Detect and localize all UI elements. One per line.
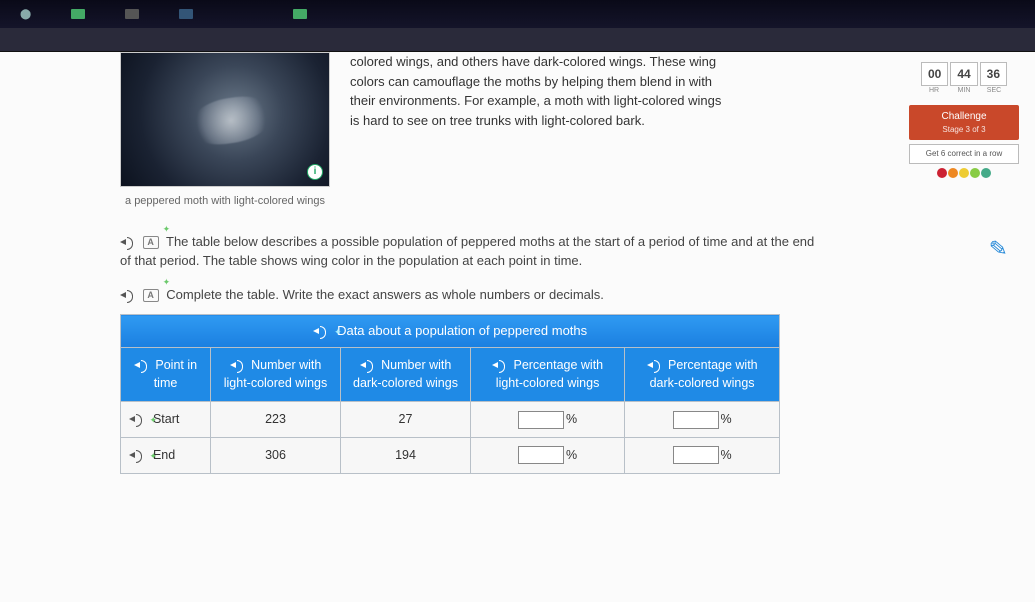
cell-light: 306	[211, 437, 341, 473]
cell-dark: 27	[341, 402, 471, 438]
cell-light: 223	[211, 402, 341, 438]
pencil-icon[interactable]: ✎	[987, 231, 1008, 265]
col-dark-count: Number with dark-colored wings	[341, 347, 471, 402]
timer: 00 44 36	[909, 62, 1019, 86]
audio-icon[interactable]	[360, 359, 375, 372]
cell-light-pct: %	[471, 437, 625, 473]
audio-icon[interactable]	[230, 359, 245, 372]
progress-dots	[909, 168, 1019, 178]
image-info-icon[interactable]: i	[307, 164, 323, 180]
moth-image: i	[120, 52, 330, 187]
instruction-2: A✦ Complete the table. Write the exact a…	[120, 285, 820, 305]
audio-icon[interactable]	[120, 236, 135, 249]
cell-dark-pct: %	[625, 437, 780, 473]
figure-moth: i a peppered moth with light-colored win…	[120, 52, 330, 210]
row-label: ✦ Start	[121, 402, 211, 438]
audio-icon[interactable]	[313, 325, 328, 338]
read-aloud-icon[interactable]: A	[143, 236, 159, 249]
instruction-1: A✦ The table below describes a possible …	[120, 232, 820, 271]
audio-icon[interactable]	[129, 413, 144, 426]
audio-icon[interactable]	[134, 359, 149, 372]
audio-icon[interactable]	[120, 289, 135, 302]
timer-min: 44	[950, 62, 977, 86]
table-title: ✦ Data about a population of peppered mo…	[121, 315, 780, 348]
answer-input[interactable]	[673, 446, 719, 464]
timer-min-label: MIN	[950, 86, 978, 97]
answer-input[interactable]	[518, 446, 564, 464]
col-light-pct: Percentage with light-colored wings	[471, 347, 625, 402]
timer-hr: 00	[921, 62, 948, 86]
os-taskbar: ⬤	[0, 0, 1035, 28]
answer-input[interactable]	[518, 411, 564, 429]
read-aloud-icon[interactable]: A	[143, 289, 159, 302]
challenge-badge: Challenge Stage 3 of 3	[909, 105, 1019, 140]
cell-dark-pct: %	[625, 402, 780, 438]
col-point-in-time: Point in time	[121, 347, 211, 402]
data-table: ✦ Data about a population of peppered mo…	[120, 314, 780, 474]
col-light-count: Number with light-colored wings	[211, 347, 341, 402]
cell-dark: 194	[341, 437, 471, 473]
audio-icon[interactable]	[129, 449, 144, 462]
image-caption: a peppered moth with light-colored wings	[120, 193, 330, 210]
lesson-viewport: i a peppered moth with light-colored win…	[0, 52, 1035, 602]
cell-light-pct: %	[471, 402, 625, 438]
table-row: ✦ End 306 194 % %	[121, 437, 780, 473]
answer-input[interactable]	[673, 411, 719, 429]
audio-icon[interactable]	[647, 359, 662, 372]
streak-goal: Get 6 correct in a row	[909, 144, 1019, 164]
browser-chrome	[0, 28, 1035, 52]
col-dark-pct: Percentage with dark-colored wings	[625, 347, 780, 402]
row-label: ✦ End	[121, 437, 211, 473]
audio-icon[interactable]	[492, 359, 507, 372]
timer-hr-label: HR	[920, 86, 948, 97]
passage-text: colored wings, and others have dark-colo…	[350, 52, 730, 130]
timer-sec: 36	[980, 62, 1007, 86]
sidebar: 00 44 36 HR MIN SEC Challenge Stage 3 of…	[909, 62, 1019, 178]
table-row: ✦ Start 223 27 % %	[121, 402, 780, 438]
timer-sec-label: SEC	[980, 86, 1008, 97]
